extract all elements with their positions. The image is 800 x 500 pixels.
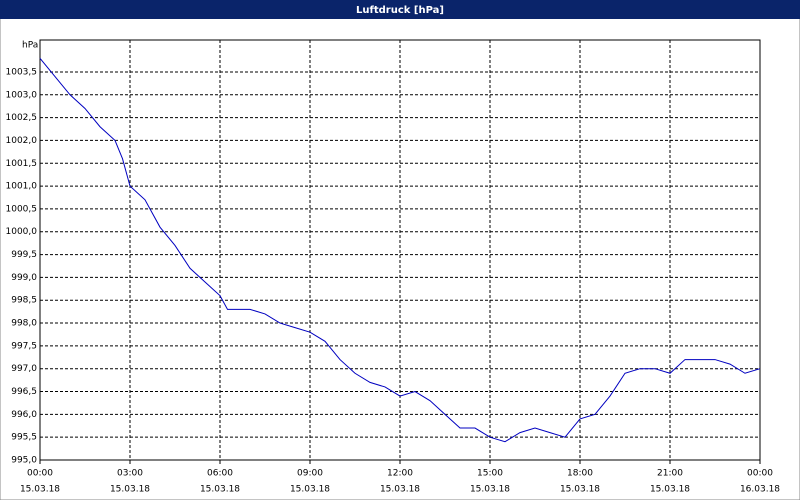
y-tick-label: 1001,5 — [6, 159, 38, 169]
x-tick-label: 12:00 — [387, 469, 413, 479]
y-tick-label: 995,0 — [11, 456, 37, 466]
x-tick-date: 15.03.18 — [650, 485, 690, 495]
y-tick-label: 1002,5 — [6, 113, 38, 123]
y-tick-label: 1000,0 — [6, 227, 38, 237]
y-tick-label: 1001,0 — [6, 182, 38, 192]
x-tick-date: 15.03.18 — [200, 485, 240, 495]
x-tick-label: 15:00 — [477, 469, 503, 479]
y-tick-label: 996,5 — [11, 387, 37, 397]
y-tick-label: 997,0 — [11, 364, 37, 374]
x-tick-date: 15.03.18 — [470, 485, 510, 495]
y-tick-label: 995,5 — [11, 433, 37, 443]
x-tick-label: 21:00 — [657, 469, 683, 479]
y-tick-label: 1000,5 — [6, 204, 38, 214]
x-tick-date: 15.03.18 — [290, 485, 330, 495]
x-tick-date: 15.03.18 — [380, 485, 420, 495]
x-tick-label: 00:00 — [27, 469, 53, 479]
x-tick-label: 06:00 — [207, 469, 233, 479]
y-tick-label: 1002,0 — [6, 136, 38, 146]
y-tick-label: 997,5 — [11, 341, 37, 351]
y-tick-label: 999,5 — [11, 250, 37, 260]
y-tick-label: 1003,5 — [6, 67, 38, 77]
y-tick-label: 998,0 — [11, 319, 37, 329]
y-tick-label: 1003,0 — [6, 90, 38, 100]
y-tick-label: 998,5 — [11, 296, 37, 306]
x-tick-label: 18:00 — [567, 469, 593, 479]
line-series — [39, 57, 761, 443]
x-tick-label: 00:00 — [747, 469, 773, 479]
x-tick-label: 09:00 — [297, 469, 323, 479]
x-tick-date: 16.03.18 — [740, 485, 780, 495]
x-tick-date: 15.03.18 — [20, 485, 60, 495]
x-tick-date: 15.03.18 — [560, 485, 600, 495]
title-bar — [0, 0, 800, 19]
y-tick-label: 996,0 — [11, 410, 37, 420]
y-tick-label: 999,0 — [11, 273, 37, 283]
chart-title: Luftdruck [hPa] — [356, 5, 444, 16]
y-axis-label: hPa — [22, 41, 38, 51]
x-tick-date: 15.03.18 — [110, 485, 150, 495]
x-tick-label: 03:00 — [117, 469, 143, 479]
